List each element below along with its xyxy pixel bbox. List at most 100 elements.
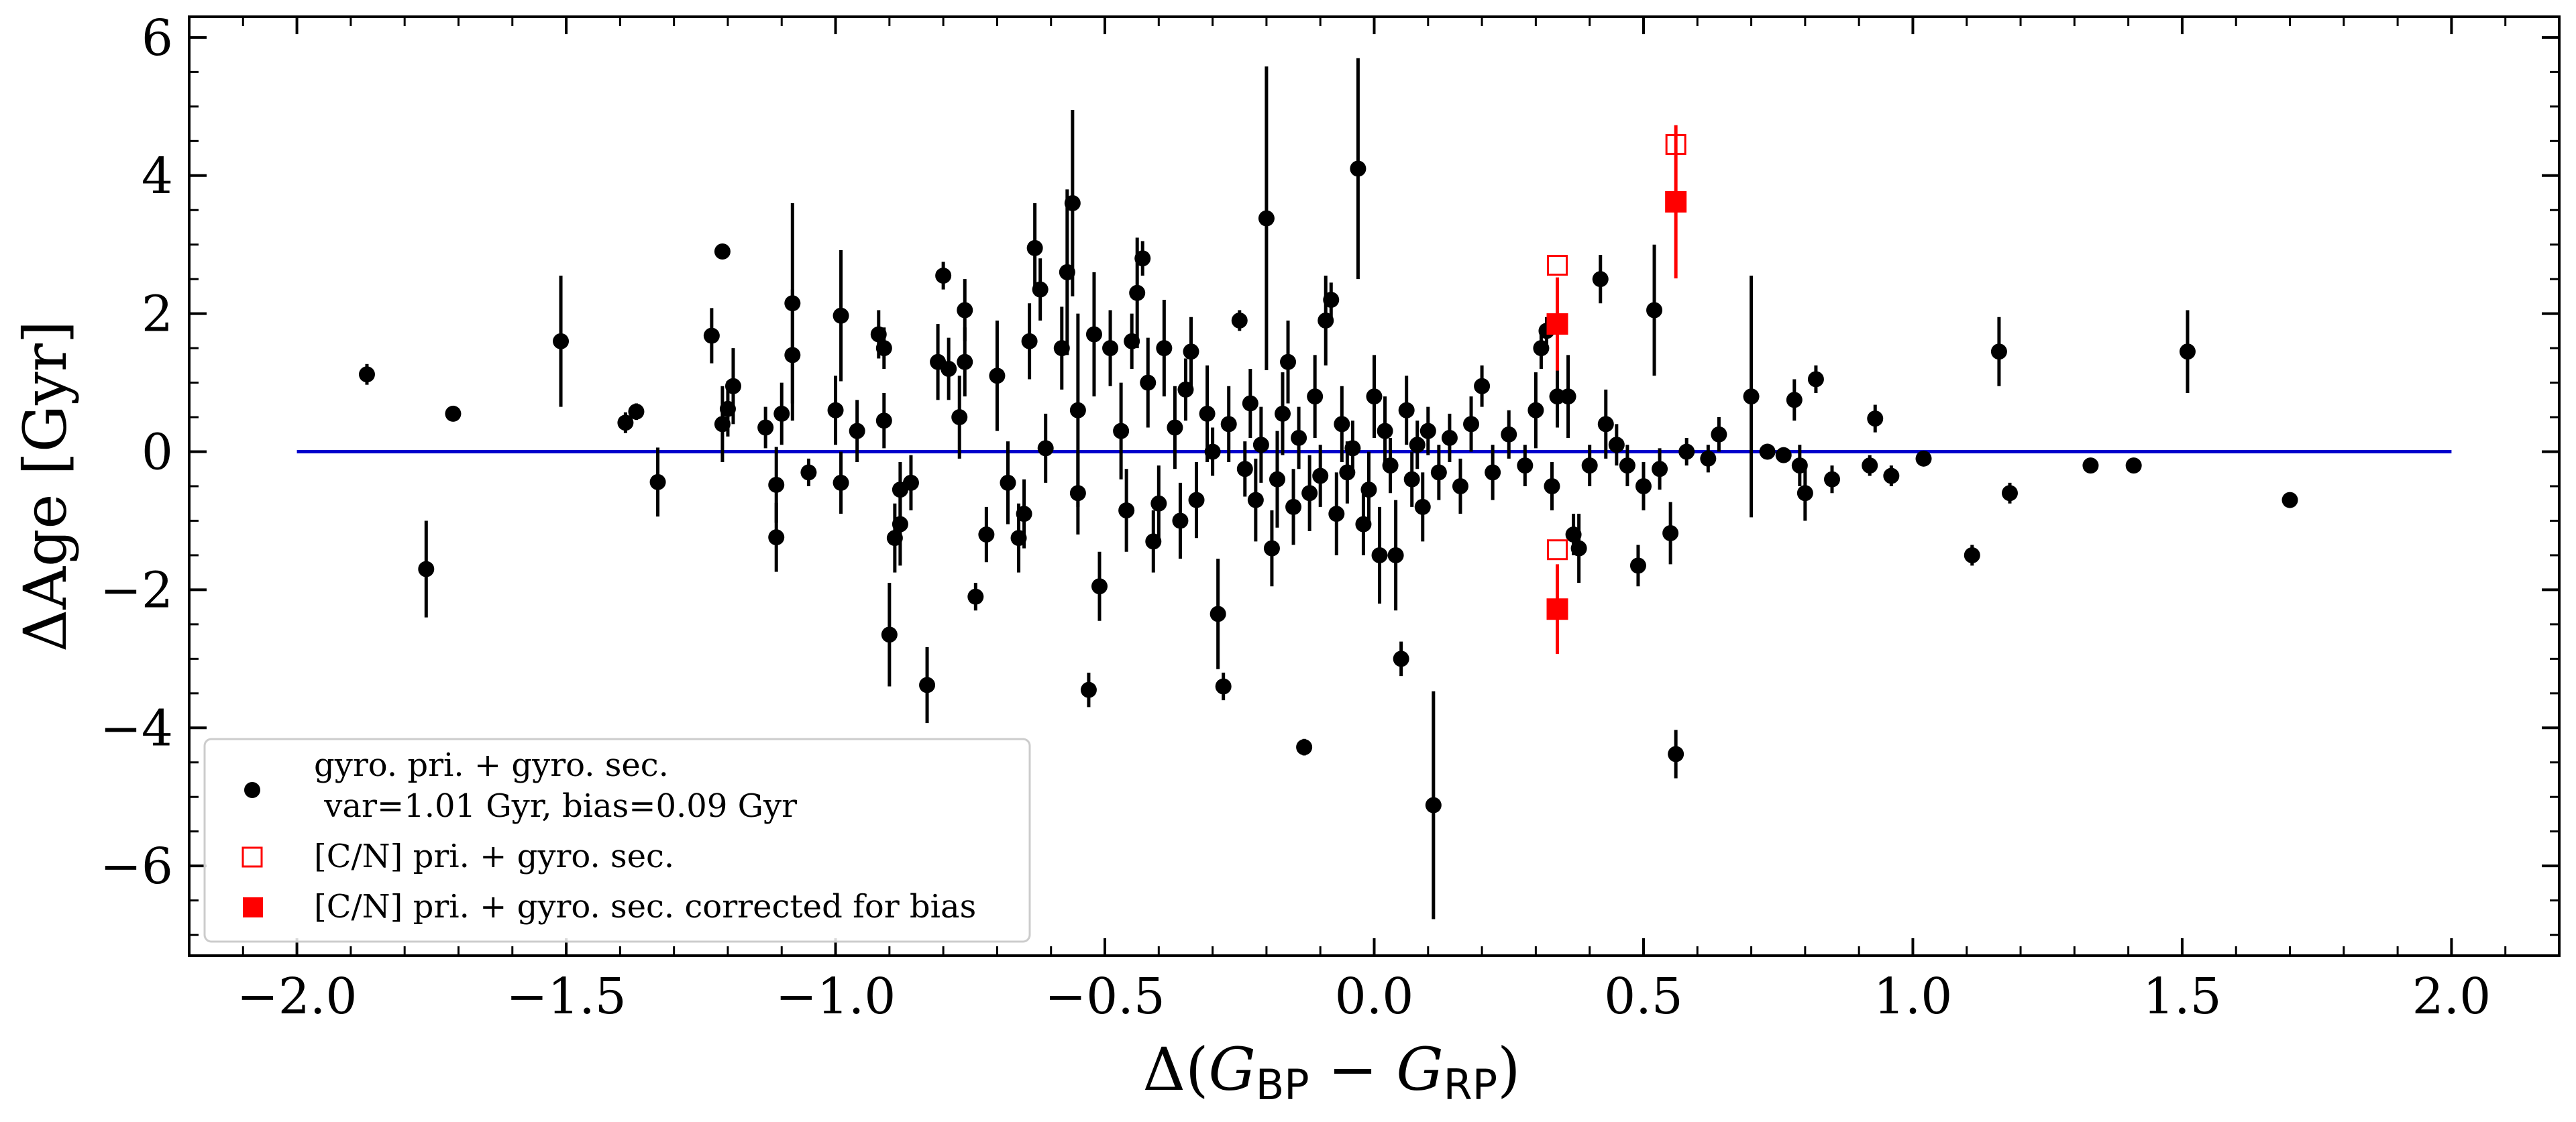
gyro-point: [1964, 547, 1980, 563]
gyro-point: [1759, 443, 1776, 460]
gyro-point: [1323, 292, 1340, 308]
y-tick-label: −4: [100, 699, 173, 757]
gyro-point: [1102, 340, 1119, 357]
gyro-point: [2082, 457, 2099, 474]
gyro-point: [1711, 426, 1727, 443]
gyro-point: [1544, 478, 1560, 494]
gyro-point: [1915, 450, 1932, 467]
cn-point: [1547, 255, 1568, 276]
gyro-point: [800, 464, 817, 481]
gyro-point: [1215, 678, 1232, 695]
gyro-point: [1652, 461, 1668, 478]
gyro-point: [1328, 506, 1345, 522]
gyro-point: [773, 405, 790, 422]
x-tick-label: −1.5: [506, 968, 627, 1025]
gyro-point: [919, 677, 936, 693]
gyro-point: [1113, 423, 1130, 439]
gyro-point: [1425, 797, 1442, 814]
gyro-point: [1796, 485, 1813, 502]
gyro-point: [1678, 443, 1695, 460]
gyro-point: [1285, 498, 1302, 515]
cn-corrected-point: [1546, 598, 1568, 620]
gyro-point: [1581, 457, 1598, 474]
y-tick-label: 6: [142, 9, 173, 67]
gyro-point: [1592, 271, 1609, 288]
gyro-point: [1140, 374, 1157, 391]
gyro-point: [1775, 447, 1792, 463]
gyro-point: [978, 526, 995, 543]
gyro-point: [1409, 437, 1426, 453]
gyro-point: [1021, 333, 1038, 349]
gyro-point: [1183, 343, 1199, 360]
gyro-point: [875, 412, 892, 429]
gyro-point: [1301, 485, 1318, 502]
gyro-point: [1016, 506, 1032, 522]
gyro-series: [358, 58, 2298, 919]
legend-cn-marker: [241, 846, 263, 868]
gyro-point: [1344, 440, 1361, 457]
gyro-point: [1371, 547, 1388, 563]
gyro-point: [1527, 402, 1544, 418]
gyro-point: [833, 307, 849, 324]
gyro-point: [553, 333, 570, 349]
gyro-point: [1419, 423, 1436, 439]
gyro-point: [902, 474, 919, 491]
legend-gyro-label: gyro. pri. + gyro. sec.: [314, 746, 669, 784]
y-tick-label: 2: [142, 286, 173, 343]
gyro-point: [1236, 461, 1253, 478]
gyro-point: [768, 529, 785, 546]
gyro-point: [1247, 492, 1264, 508]
gyro-point: [1296, 739, 1313, 756]
gyro-point: [881, 626, 898, 643]
x-tick-label: −2.0: [237, 968, 358, 1025]
gyro-point: [957, 302, 973, 319]
gyro-point: [1360, 482, 1377, 498]
gyro-point: [1862, 457, 1878, 474]
gyro-point: [2125, 457, 2142, 474]
gyro-point: [1700, 450, 1717, 467]
gyro-point: [1064, 194, 1081, 211]
gyro-point: [1452, 478, 1468, 494]
gyro-point: [1441, 429, 1458, 446]
gyro-point: [1824, 471, 1841, 488]
x-tick-label: 0.5: [1604, 968, 1683, 1025]
gyro-point: [1231, 312, 1248, 329]
gyro-point: [1269, 471, 1285, 488]
gyro-point: [1382, 457, 1399, 474]
gyro-point: [1883, 467, 1900, 484]
gyro-point: [1291, 429, 1307, 446]
gyro-point: [1517, 457, 1534, 474]
gyro-point: [833, 474, 849, 491]
gyro-point: [1474, 378, 1491, 394]
legend-gyro-stats: var=1.01 Gyr, bias=0.09 Gyr: [314, 787, 797, 825]
gyro-point: [1210, 606, 1226, 622]
gyro-point: [1167, 419, 1183, 436]
x-tick-label: −1.0: [775, 968, 896, 1025]
gyro-point: [1156, 340, 1173, 357]
gyro-point: [1393, 651, 1409, 667]
gyro-point: [951, 409, 968, 426]
gyro-point: [1080, 681, 1097, 698]
gyro-point: [1026, 239, 1043, 256]
gyro-point: [1668, 746, 1684, 763]
gyro-point: [1414, 498, 1431, 515]
legend-gyro-marker: [244, 782, 260, 798]
gyro-point: [703, 327, 720, 344]
gyro-point: [1258, 210, 1275, 227]
gyro-point: [827, 402, 844, 418]
gyro-point: [1867, 410, 1884, 427]
gyro-point: [1403, 471, 1420, 488]
gyro-point: [1032, 281, 1049, 298]
gyro-point: [1091, 578, 1108, 595]
gyro-point: [941, 361, 957, 377]
gyro-point: [957, 353, 973, 370]
x-axis-title: Δ(GBP − GRP): [1143, 1035, 1521, 1109]
gyro-point: [1334, 416, 1350, 433]
gyro-point: [768, 476, 785, 493]
gyro-point: [714, 243, 731, 260]
gyro-point: [1560, 388, 1576, 405]
gyro-point: [2001, 485, 2018, 502]
gyro-point: [1085, 326, 1102, 343]
gyro-point: [1188, 492, 1205, 508]
gyro-point: [1069, 402, 1086, 418]
